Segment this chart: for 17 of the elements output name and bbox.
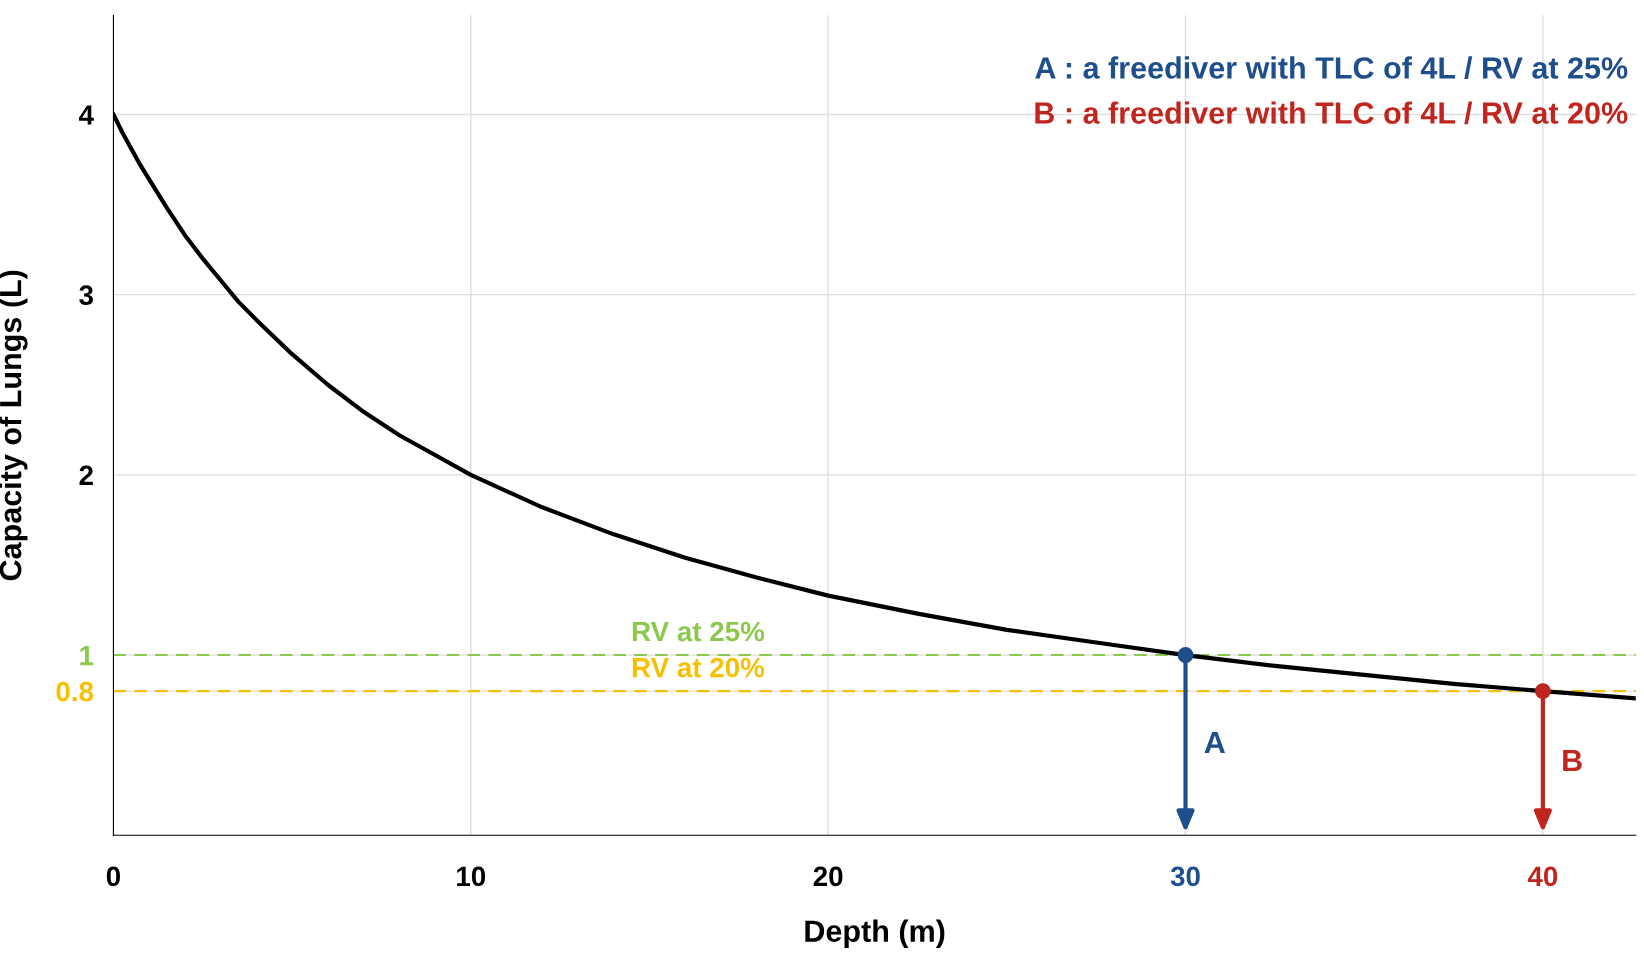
y-tick-label: 4	[78, 105, 94, 125]
x-tick-label: 20	[813, 866, 843, 887]
y-tick-label: 3	[79, 285, 93, 306]
annotation: A : a freediver with TLC of 4L / RV at 25%	[1035, 56, 1628, 80]
x-axis-title: Depth (m)	[805, 919, 945, 948]
x-tick-label: 0	[106, 866, 121, 887]
y-tick-label: 1	[80, 646, 94, 666]
series-label: B	[1563, 750, 1582, 772]
y-tick-label: 2	[79, 465, 93, 485]
ref-line-label: RV at 25%	[632, 621, 765, 642]
ref-line-label: RV at 20%	[632, 657, 765, 678]
x-tick-label: 10	[457, 866, 486, 887]
y-tick-label: 0.8	[56, 681, 94, 702]
text: A	[1204, 732, 1226, 754]
x-tick-label: 30	[1170, 866, 1200, 887]
annotation: B : a freediver with TLC of 4L / RV at 20%	[1035, 101, 1628, 125]
x-tick-label: 40	[1527, 866, 1558, 887]
